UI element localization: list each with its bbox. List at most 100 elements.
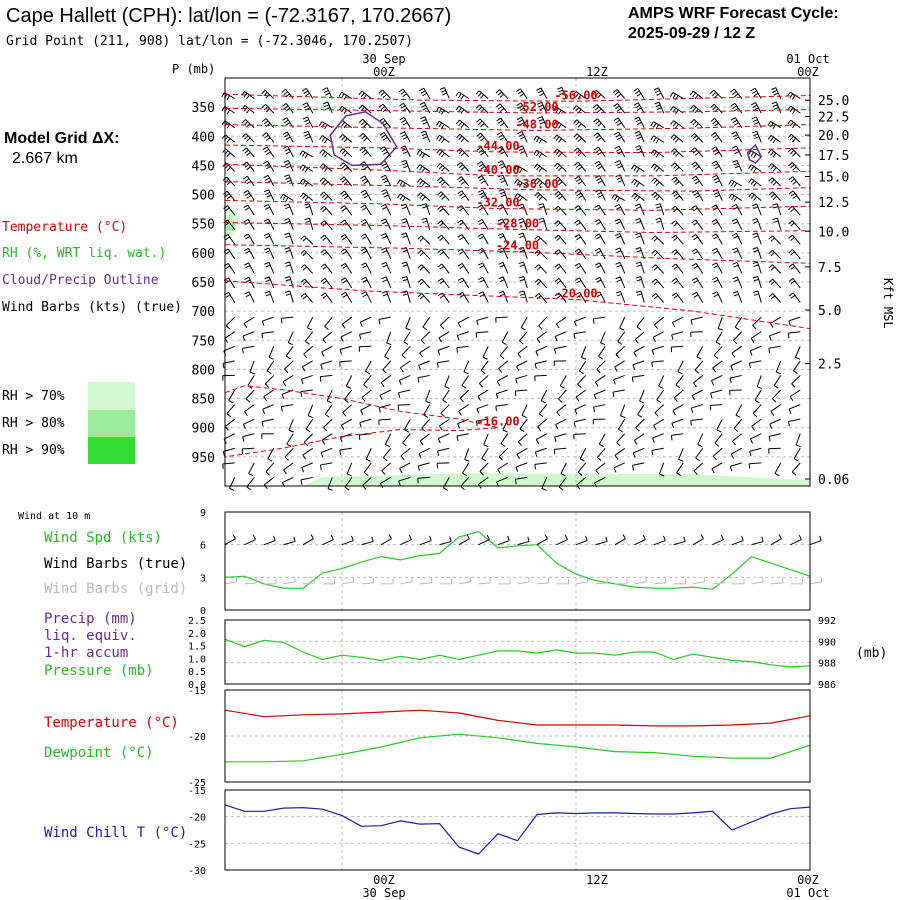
upper-barb-3-24-flag-1 bbox=[692, 135, 697, 140]
upper-barb-19-29-flag-0 bbox=[791, 383, 796, 388]
upper-barb-13-26 bbox=[732, 276, 743, 289]
upper-barb-20-0 bbox=[228, 389, 236, 404]
p3-ytick-5: 2.5 bbox=[188, 616, 206, 627]
grid-barb-14 bbox=[498, 578, 511, 585]
upper-barb-18-5-flag-0 bbox=[320, 364, 323, 370]
upper-barb-11-2-flag-1 bbox=[265, 250, 271, 254]
upper-barb-6-8-flag-2 bbox=[383, 180, 389, 184]
upper-barb-19-28 bbox=[773, 375, 782, 389]
upper-barb-15-12-flag-0 bbox=[457, 322, 462, 328]
upper-barb-15-3 bbox=[280, 316, 294, 324]
upper-barb-18-23 bbox=[677, 360, 684, 375]
upper-barb-0-15-flag-2 bbox=[519, 93, 525, 97]
upper-barb-10-25-staff bbox=[715, 233, 723, 245]
upper-barb-24-20-staff bbox=[614, 447, 626, 456]
upper-barb-6-15 bbox=[514, 179, 528, 188]
upper-barb-6-21-flag-2 bbox=[636, 182, 640, 187]
upper-barb-10-4-flag-1 bbox=[302, 237, 307, 242]
upper-barb-4-13-flag-0 bbox=[476, 146, 482, 151]
upper-barb-8-2-flag-1 bbox=[264, 206, 270, 210]
upper-barb-23-16-flag-0 bbox=[535, 439, 540, 445]
upper-barb-20-17-staff bbox=[557, 389, 567, 400]
upper-barb-9-22-flag-1 bbox=[656, 220, 662, 223]
upper-barb-9-11-flag-1 bbox=[439, 222, 444, 227]
upper-barb-16-22-staff bbox=[652, 331, 664, 338]
upper-barb-2-11 bbox=[436, 120, 450, 129]
upper-barb-6-17-flag-2 bbox=[558, 181, 563, 186]
upper-barb-1-27-flag-0 bbox=[750, 102, 756, 106]
surface-barb-30 bbox=[809, 535, 822, 546]
upper-barb-17-19-staff bbox=[598, 346, 606, 357]
upper-barb-21-13 bbox=[476, 404, 489, 414]
upper-barb-0-3-flag-0 bbox=[281, 88, 287, 93]
upper-barb-9-16 bbox=[538, 217, 548, 230]
grid-barb-1 bbox=[244, 577, 257, 585]
upper-barb-24-2-flag-0 bbox=[267, 458, 273, 462]
upper-barb-9-1-flag-0 bbox=[243, 218, 249, 223]
upper-barb-22-16 bbox=[537, 418, 548, 432]
upper-barb-14-19-flag-1 bbox=[596, 294, 602, 298]
upper-barb-3-16-flag-2 bbox=[538, 138, 543, 144]
upper-barb-22-15-flag-0 bbox=[519, 428, 525, 433]
upper-barb-15-18-flag-0 bbox=[574, 321, 577, 327]
upper-barb-1-21 bbox=[633, 102, 645, 114]
grid-barb-7-staff bbox=[361, 582, 374, 585]
upper-barb-0-7 bbox=[358, 90, 372, 99]
p2-ytick-0: 0 bbox=[200, 606, 206, 617]
upper-barb-11-29-flag-0 bbox=[788, 249, 794, 254]
upper-barb-12-4-flag-0 bbox=[300, 264, 305, 269]
upper-barb-11-25 bbox=[711, 247, 723, 260]
upper-barb-11-20-flag-0 bbox=[615, 247, 621, 251]
upper-barb-2-23-flag-1 bbox=[672, 121, 677, 127]
upper-barb-12-14-staff bbox=[502, 262, 509, 274]
upper-barb-15-23-flag-0 bbox=[672, 322, 676, 328]
upper-barb-13-29 bbox=[788, 278, 801, 289]
upper-barb-13-7-flag-0 bbox=[361, 276, 367, 281]
upper-barb-18-20 bbox=[614, 360, 626, 372]
grid-barb-11 bbox=[439, 578, 452, 585]
upper-barb-1-21-flag-0 bbox=[633, 102, 639, 106]
isotherm-label-1: -52.00 bbox=[515, 100, 558, 114]
upper-barb-4-3 bbox=[283, 145, 294, 158]
grid-barb-15-flag-0 bbox=[527, 576, 530, 582]
upper-barb-8-0-flag-0 bbox=[223, 205, 228, 209]
upper-barb-7-14-flag-2 bbox=[500, 194, 506, 198]
upper-barb-21-14 bbox=[495, 404, 508, 412]
upper-barb-25-17 bbox=[560, 462, 567, 477]
upper-barb-25-15-staff bbox=[515, 462, 528, 468]
upper-barb-17-12-staff bbox=[456, 345, 469, 349]
upper-barb-10-27-flag-0 bbox=[752, 232, 758, 236]
upper-barb-16-23 bbox=[671, 331, 684, 340]
upper-barb-16-23-flag-0 bbox=[671, 334, 674, 340]
upper-barb-7-20-flag-1 bbox=[614, 195, 618, 201]
upper-barb-1-16-flag-1 bbox=[538, 104, 544, 108]
pressure-unit-label: (mb) bbox=[856, 646, 887, 661]
upper-barb-13-0-staff bbox=[227, 277, 236, 289]
upper-barb-22-16-staff bbox=[537, 418, 548, 428]
upper-barb-4-21-flag-1 bbox=[636, 147, 642, 151]
upper-barb-8-18-flag-0 bbox=[574, 205, 579, 209]
upper-barb-3-3-flag-0 bbox=[282, 131, 288, 135]
upper-barb-21-3 bbox=[280, 404, 294, 412]
upper-barb-11-29-staff bbox=[792, 249, 801, 260]
upper-barb-13-7 bbox=[361, 276, 372, 289]
upper-barb-2-16-flag-1 bbox=[538, 118, 544, 122]
grid-barb-6-staff bbox=[341, 581, 354, 585]
upper-barb-13-2 bbox=[264, 276, 275, 289]
upper-barb-23-21-staff bbox=[634, 433, 645, 441]
upper-barb-17-11-flag-0 bbox=[437, 350, 441, 356]
upper-barb-0-11 bbox=[439, 87, 450, 99]
upper-barb-16-18-staff bbox=[573, 331, 586, 335]
upper-barb-7-15-flag-1 bbox=[516, 194, 521, 200]
upper-barb-7-9-flag-2 bbox=[402, 196, 406, 202]
upper-barb-21-5 bbox=[324, 404, 333, 418]
upper-barb-22-21 bbox=[635, 418, 645, 432]
upper-barb-3-14-flag-2 bbox=[500, 136, 505, 141]
upper-barb-13-18 bbox=[574, 277, 587, 289]
upper-barb-22-4-flag-0 bbox=[305, 428, 311, 433]
upper-barb-1-14-flag-1 bbox=[497, 105, 503, 110]
upper-barb-24-21 bbox=[632, 447, 645, 458]
upper-barb-24-22-staff bbox=[651, 447, 664, 451]
upper-barb-18-25-flag-0 bbox=[712, 367, 717, 373]
upper-barb-3-10-flag-2 bbox=[422, 136, 428, 139]
